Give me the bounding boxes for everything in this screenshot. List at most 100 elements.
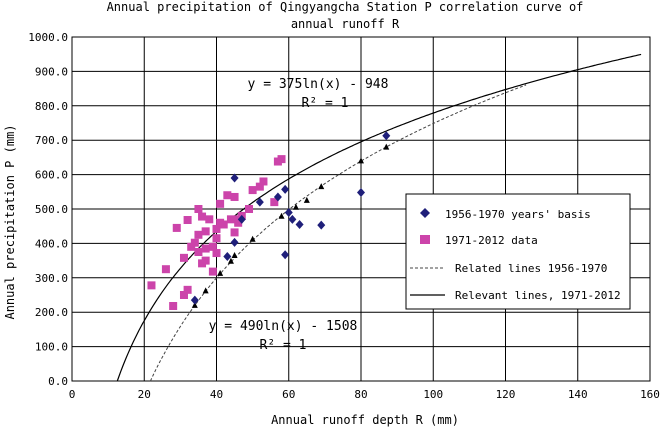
triangle-point xyxy=(292,203,299,210)
legend-square-icon xyxy=(420,235,430,244)
diamond-point xyxy=(284,207,293,217)
square-point xyxy=(194,248,203,256)
square-point xyxy=(194,230,203,239)
equation-1971-2012: y = 375ln(x) - 948 xyxy=(248,77,389,92)
diamond-point xyxy=(288,214,297,224)
square-point xyxy=(248,186,257,195)
diamond-point xyxy=(273,192,282,202)
triangle-point xyxy=(318,183,325,190)
y-tick-label: 1000.0 xyxy=(28,31,68,44)
diamond-point xyxy=(382,131,391,141)
y-tick-label: 600.0 xyxy=(35,169,68,182)
square-point xyxy=(259,177,268,186)
x-tick-label: 60 xyxy=(282,388,295,401)
square-point xyxy=(169,302,178,311)
equation-1956-1970: y = 490ln(x) - 1508 xyxy=(209,319,358,334)
y-axis-label: Annual precipitation P (mm) xyxy=(3,124,17,319)
r2-1956-1970: R² = 1 xyxy=(260,338,307,353)
legend-box xyxy=(405,193,631,310)
square-point xyxy=(219,220,228,229)
square-point xyxy=(208,242,217,251)
square-point xyxy=(190,238,199,247)
trend-curves xyxy=(116,53,642,382)
y-tick-label: 200.0 xyxy=(35,306,68,319)
square-point xyxy=(208,267,217,276)
square-point xyxy=(223,191,232,200)
legend-label-relevant-lines: Relevant lines, 1971-2012 xyxy=(455,289,621,302)
y-tick-label: 800.0 xyxy=(35,100,68,113)
x-tick-label: 80 xyxy=(354,388,367,401)
x-tick-labels: 0 20 40 60 80 100 120 140 160 xyxy=(69,388,660,401)
square-point xyxy=(245,205,254,213)
y-tick-label: 500.0 xyxy=(35,203,68,216)
related-line-1956-1970 xyxy=(149,84,527,382)
square-point xyxy=(183,216,192,225)
x-tick-label: 160 xyxy=(640,388,660,401)
square-point xyxy=(187,242,196,251)
x-tick-label: 0 xyxy=(69,388,76,401)
square-point xyxy=(255,182,264,191)
legend-diamond-icon xyxy=(420,208,430,218)
x-tick-label: 120 xyxy=(496,388,516,401)
triangle-point xyxy=(217,269,224,276)
x-tick-label: 140 xyxy=(568,388,588,401)
legend-label-related-lines: Related lines 1956-1970 xyxy=(455,262,607,275)
data-points xyxy=(147,131,391,311)
diamond-point xyxy=(281,250,290,260)
diamond-point xyxy=(190,295,199,305)
square-point xyxy=(216,199,225,208)
diamond-point xyxy=(237,214,246,224)
square-point xyxy=(147,281,156,290)
x-tick-label: 20 xyxy=(138,388,151,401)
legend: 1956-1970 years' basis 1971-2012 data Re… xyxy=(405,193,631,310)
square-point xyxy=(226,215,235,224)
triangle-point xyxy=(249,235,256,242)
triangle-point xyxy=(227,257,234,264)
diamond-point xyxy=(281,184,290,194)
x-axis-label: Annual runoff depth R (mm) xyxy=(271,413,459,427)
square-point xyxy=(212,249,221,258)
legend-label-1971-2012: 1971-2012 data xyxy=(445,234,538,247)
triangle-point xyxy=(383,143,390,150)
triangle-point xyxy=(202,287,209,294)
y-tick-label: 100.0 xyxy=(35,341,68,354)
square-point xyxy=(201,244,210,253)
triangle-point xyxy=(191,301,198,308)
square-point xyxy=(277,155,286,164)
relevant-line-1971-2012 xyxy=(116,53,642,382)
square-point xyxy=(212,234,221,243)
diamond-point xyxy=(230,237,239,247)
square-point xyxy=(230,228,239,237)
diamond-point xyxy=(317,220,326,230)
x-tick-label: 100 xyxy=(423,388,443,401)
diamond-point xyxy=(357,187,365,197)
square-point xyxy=(201,227,210,236)
square-point xyxy=(212,224,221,233)
y-tick-label: 900.0 xyxy=(35,65,68,78)
square-point xyxy=(161,265,170,274)
chart-title-line1: Annual precipitation of Qingyangcha Stat… xyxy=(107,0,584,14)
diamond-point xyxy=(223,251,232,261)
chart-title-line2: annual runoff R xyxy=(291,17,400,31)
square-point xyxy=(179,253,188,262)
y-tick-label: 0.0 xyxy=(48,375,68,388)
diamond-point xyxy=(230,173,239,183)
x-tick-label: 40 xyxy=(210,388,223,401)
triangle-point xyxy=(303,196,310,203)
y-tick-label: 400.0 xyxy=(35,237,68,250)
legend-label-1956-1970: 1956-1970 years' basis xyxy=(445,208,591,221)
y-tick-labels: 0.0 100.0 200.0 300.0 400.0 500.0 600.0 700.0 80… xyxy=(28,31,68,388)
square-point xyxy=(179,291,188,299)
diamond-point xyxy=(295,219,304,229)
square-point xyxy=(270,198,279,207)
triangle-point xyxy=(278,212,285,219)
y-tick-label: 700.0 xyxy=(35,134,68,147)
square-point xyxy=(172,223,181,232)
diamond-point xyxy=(255,197,264,207)
square-point xyxy=(205,215,214,224)
triangle-point xyxy=(231,251,238,258)
square-point xyxy=(198,212,207,221)
y-tick-label: 300.0 xyxy=(35,272,68,285)
plot-area-frame xyxy=(71,36,651,382)
square-point xyxy=(230,192,239,201)
